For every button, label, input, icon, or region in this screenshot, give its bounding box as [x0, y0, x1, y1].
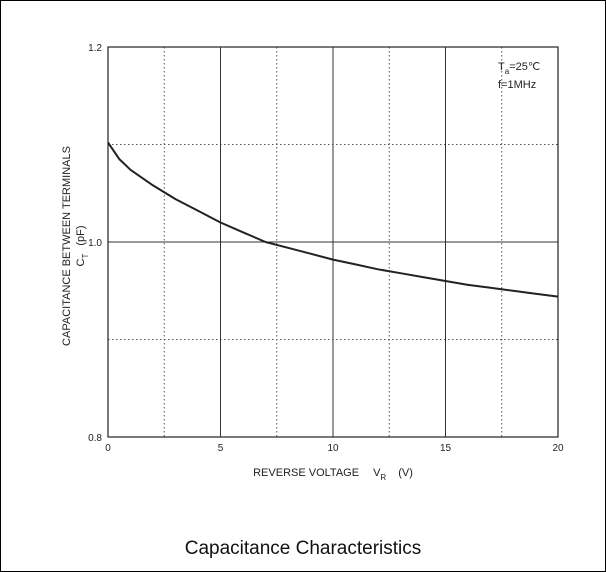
y-tick-label: 0.8: [88, 433, 102, 444]
x-tick-label: 5: [218, 443, 224, 454]
y-axis-subscript: T: [81, 254, 90, 259]
x-axis-text: REVERSE VOLTAGE: [253, 467, 359, 479]
plot-border: [107, 46, 559, 438]
temp-value: =25℃: [509, 61, 540, 73]
temp-subscript: a: [505, 67, 510, 76]
temperature-annotation: Ta=25℃: [498, 61, 540, 76]
y-axis-unit: (pF): [75, 225, 87, 245]
y-axis-label-line2: CT (pF): [75, 225, 90, 266]
y-axis-label-line1: CAPACITANCE BETWEEN TERMINALS: [61, 146, 73, 346]
y-axis-symbol: C: [75, 259, 87, 267]
x-axis-unit: (V): [398, 467, 413, 479]
x-tick-label: 0: [105, 443, 111, 454]
x-tick-label: 10: [327, 443, 339, 454]
capacitance-curve: [107, 141, 559, 298]
x-axis-label: REVERSE VOLTAGE VR (V): [253, 467, 413, 482]
x-tick-label: 20: [552, 443, 564, 454]
y-axis-label: CAPACITANCE BETWEEN TERMINALS CT (pF): [61, 146, 90, 346]
x-tick-label: 15: [440, 443, 452, 454]
grid-layer: [108, 47, 558, 437]
x-axis-symbol: V: [373, 467, 381, 479]
y-tick-label: 1.2: [88, 43, 102, 54]
x-axis-subscript: R: [380, 473, 386, 482]
frequency-annotation: f=1MHz: [498, 79, 536, 91]
chart-caption: Capacitance Characteristics: [184, 538, 422, 559]
y-tick-label: 1.0: [88, 238, 102, 249]
temp-symbol: T: [498, 61, 505, 73]
series-layer: [107, 141, 559, 298]
tick-layer: 0 5 10 15 20 0.8 1.0 1.2: [88, 43, 564, 454]
